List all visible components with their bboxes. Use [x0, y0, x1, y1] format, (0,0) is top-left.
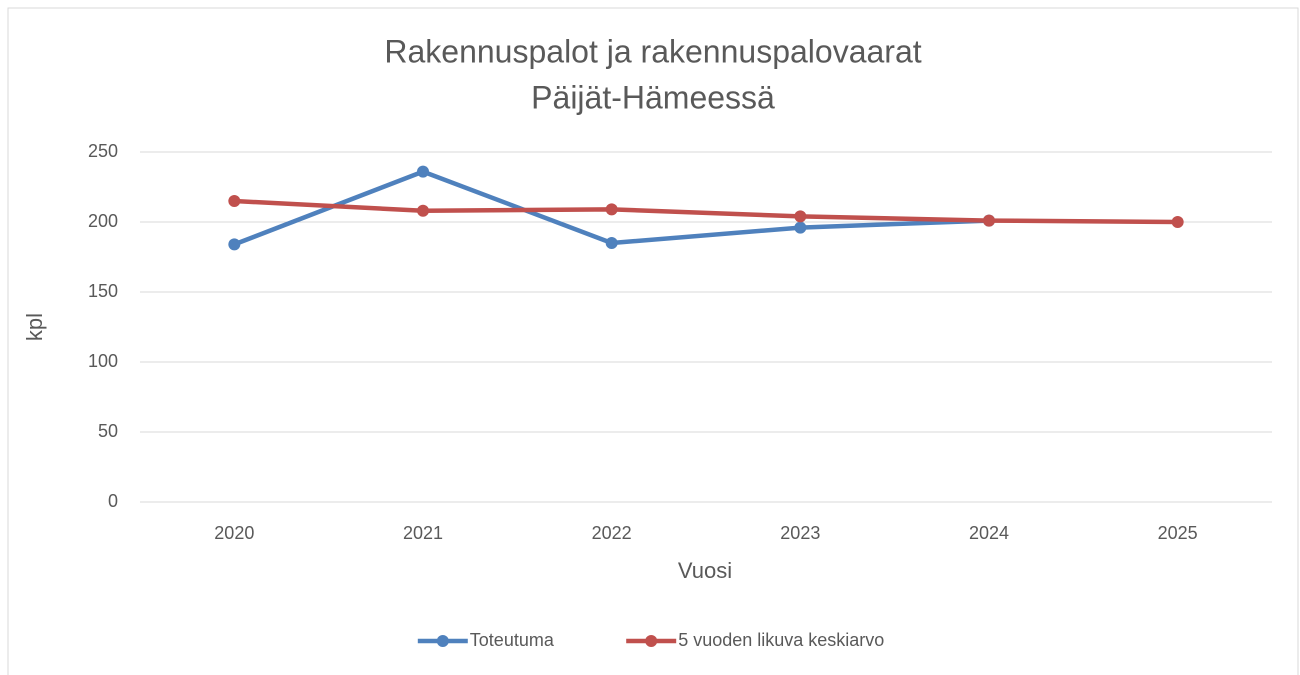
x-tick-label: 2025 — [1158, 523, 1198, 543]
x-axis-label: Vuosi — [678, 558, 732, 583]
point — [983, 214, 995, 227]
legend-label: 5 vuoden likuva keskiarvo — [678, 630, 884, 650]
x-tick-label: 2023 — [780, 523, 820, 543]
x-tick-label: 2020 — [214, 523, 254, 543]
point — [794, 210, 807, 223]
chart-frame — [7, 7, 1299, 675]
point — [228, 195, 241, 207]
legend-swatch — [436, 635, 449, 647]
point — [794, 221, 807, 234]
point — [605, 203, 618, 216]
y-tick-label: 0 — [108, 491, 118, 511]
legend-swatch — [645, 635, 658, 647]
point — [605, 237, 618, 249]
y-tick-label: 100 — [88, 351, 118, 371]
y-tick-label: 50 — [98, 421, 118, 441]
series-line — [234, 198, 1178, 225]
x-tick-label: 2024 — [969, 523, 1009, 543]
y-tick-label: 200 — [88, 211, 118, 231]
x-tick-label: 2021 — [403, 523, 443, 543]
y-tick-label: 150 — [88, 281, 118, 301]
point — [417, 165, 429, 178]
x-tick-label: 2022 — [592, 523, 632, 543]
legend-label: Toteutuma — [470, 630, 555, 650]
point — [417, 204, 429, 217]
y-tick-label: 250 — [88, 141, 118, 161]
point — [1171, 216, 1184, 228]
chart-title: Rakennuspalot ja rakennuspalovaarat — [384, 33, 921, 69]
y-axis-label: kpl — [22, 313, 47, 341]
chart-title: Päijät-Hämeessä — [531, 79, 775, 115]
point — [228, 238, 241, 251]
